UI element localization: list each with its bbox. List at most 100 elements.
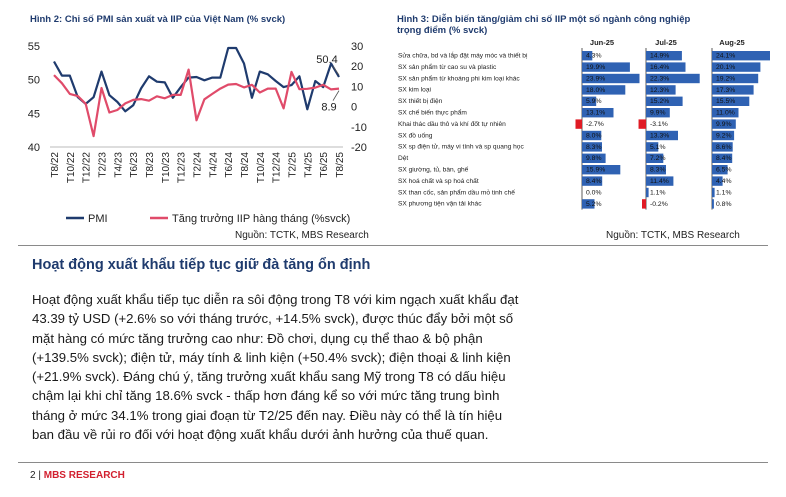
footer-separator: | <box>38 470 41 481</box>
value-label: 24.1% <box>716 53 735 60</box>
value-label: 15.5% <box>716 98 735 105</box>
figure3-title-line1: Hình 3: Diễn biến tăng/giảm chỉ số IIP m… <box>397 14 691 25</box>
row-label: Khai thác dầu thô và khí đốt tự nhiên <box>398 119 506 128</box>
iip-last-value-label: 8.9 <box>321 102 336 114</box>
footer-brand: MBS RESEARCH <box>43 470 125 481</box>
value-label: 9.2% <box>716 132 732 139</box>
x-tick-label: T12/22 <box>82 152 93 184</box>
section-heading: Hoạt động xuất khẩu tiếp tục giữ đà tăng… <box>32 257 371 273</box>
value-bar <box>646 51 682 61</box>
value-label: 4.4% <box>716 178 732 185</box>
value-label: 22.3% <box>650 75 669 82</box>
row-label: Sửa chữa, bd và lắp đặt máy móc và thiết… <box>398 51 528 60</box>
value-label: 8.4% <box>586 178 602 185</box>
column-header: Jul-25 <box>655 38 677 47</box>
value-label: 4.3% <box>586 53 602 60</box>
value-label: 5.9% <box>586 98 602 105</box>
value-bar <box>582 176 603 186</box>
row-label: SX chế biến thực phẩm <box>398 108 467 117</box>
x-tick-label: T10/23 <box>161 152 172 184</box>
value-label: 18.0% <box>586 87 605 94</box>
x-tick-label: T4/24 <box>208 152 219 178</box>
value-bar <box>582 199 595 209</box>
row-label: SX phương tiện vận tải khác <box>398 201 482 208</box>
row-label: Dệt <box>398 155 408 162</box>
x-tick-label: T10/24 <box>256 152 267 184</box>
value-label: 8.0% <box>586 132 602 139</box>
value-bar <box>712 51 770 61</box>
value-bar <box>646 96 683 106</box>
value-bar <box>712 142 733 152</box>
value-label: 8.4% <box>716 155 732 162</box>
value-bar <box>712 187 715 198</box>
pmi-last-value-label: 50.4 <box>316 54 337 66</box>
value-label: 0.8% <box>716 201 732 208</box>
value-label: 12.3% <box>650 87 669 94</box>
row-label: SX hoá chất và sp hoá chất <box>398 176 479 185</box>
value-bar <box>582 130 602 141</box>
value-label: -0.2% <box>650 201 668 208</box>
iip-industry-bar-table: Jun-25 Jul-25 Aug-25 Sửa chữa, bd và lắp đặ… <box>398 38 770 210</box>
right-axis-tick: 20 <box>351 61 363 73</box>
paragraph-line: 43.39 tỷ USD (+2.6% so với tháng trước, … <box>32 311 514 327</box>
value-bar <box>712 176 723 186</box>
value-bar <box>712 73 759 84</box>
value-label: -2.7% <box>586 121 604 128</box>
value-bar-negative <box>642 199 646 209</box>
x-tick-label: T6/25 <box>319 152 330 178</box>
right-axis-tick: 0 <box>351 102 357 114</box>
figure2-title: Hình 2: Chỉ số PMI sản xuất và IIP của V… <box>30 14 286 25</box>
paragraph-line: ban đầu về rủi ro đối với hoạt động xuất… <box>32 426 489 442</box>
value-label: -3.1% <box>650 121 668 128</box>
left-axis-tick: 40 <box>28 142 40 154</box>
value-bar <box>646 130 678 141</box>
value-label: 7.2% <box>650 155 666 162</box>
pmi-series-line <box>53 46 340 113</box>
value-bar <box>582 51 593 61</box>
value-bar <box>712 130 735 141</box>
value-bar <box>712 96 750 106</box>
value-bar <box>712 62 761 72</box>
value-bar-negative <box>575 119 583 129</box>
value-label: 8.6% <box>716 144 732 151</box>
value-label: 16.4% <box>650 64 669 71</box>
value-bar <box>646 187 649 198</box>
value-label: 11.0% <box>716 110 735 117</box>
row-label: SX giường, tủ, bàn, ghế <box>398 165 469 174</box>
pmi-label-leader <box>332 65 340 76</box>
value-bar <box>712 85 754 95</box>
x-tick-label: T12/23 <box>177 152 188 184</box>
value-bar <box>646 153 664 163</box>
value-label: 9.8% <box>586 155 602 162</box>
row-label: SX than cốc, sản phẩm dầu mỏ tinh chế <box>398 187 515 196</box>
x-tick-label: T8/22 <box>50 152 61 178</box>
value-bar <box>582 73 640 84</box>
value-bar <box>646 62 686 72</box>
value-label: 11.4% <box>650 178 669 185</box>
x-tick-label: T4/25 <box>303 152 314 178</box>
paragraph-line: mặt hàng có mức tăng trưởng cao như: Đồ … <box>32 330 483 346</box>
legend-iip-label: Tăng trưởng IIP hàng tháng (%svck) <box>172 213 350 225</box>
x-tick-label: T2/24 <box>193 152 204 178</box>
paragraph-exports: Hoạt động xuất khẩu tiếp tục diễn ra sôi… <box>32 290 532 367</box>
value-label: 15.2% <box>650 98 669 105</box>
iip-label-leader <box>332 90 340 101</box>
value-label: 17.3% <box>716 87 735 94</box>
row-label: SX sản phẩm từ cao su và plastic <box>398 63 497 71</box>
x-tick-label: T8/24 <box>240 152 251 178</box>
value-label: 19.9% <box>586 64 605 71</box>
value-label: 14.9% <box>650 53 669 60</box>
value-label: 13.1% <box>586 110 605 117</box>
value-label: 13.3% <box>650 132 669 139</box>
value-bar <box>646 85 676 95</box>
value-label: 5.1% <box>650 144 666 151</box>
right-axis-tick: 30 <box>351 41 363 53</box>
value-label: 23.9% <box>586 75 605 82</box>
value-label: 1.1% <box>650 189 666 196</box>
value-bar <box>712 119 736 129</box>
right-axis-tick: -10 <box>351 122 367 134</box>
value-label: 9.9% <box>650 110 666 117</box>
value-bar <box>712 165 728 175</box>
value-bar <box>646 165 666 175</box>
value-bar <box>712 153 733 163</box>
